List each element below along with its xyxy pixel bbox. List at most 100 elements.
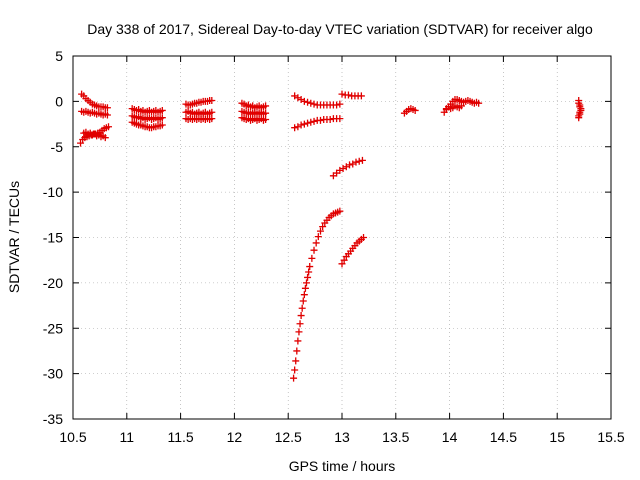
data-point: [307, 118, 315, 126]
series-s23: [575, 96, 585, 122]
data-point: [316, 227, 324, 235]
y-tick-label: -10: [43, 184, 63, 200]
data-point: [307, 99, 315, 107]
x-tick-label: 15: [549, 429, 565, 445]
data-point: [103, 104, 111, 112]
data-point: [352, 158, 360, 166]
x-tick-labels: 10.5 11 11.5 12 12.5 13 13.5 14 14.5 15 15.5: [59, 429, 624, 445]
x-tick-label: 10.5: [59, 429, 86, 445]
data-point: [457, 102, 465, 110]
y-tick-label: -25: [43, 320, 63, 336]
data-point: [344, 91, 352, 99]
data-point: [101, 134, 109, 142]
data-point: [305, 268, 313, 276]
series-s6: [128, 112, 166, 124]
x-tick-label: 12: [227, 429, 243, 445]
y-tick-label: -15: [43, 230, 63, 246]
x-tick-label: 14: [442, 429, 458, 445]
data-point: [301, 284, 309, 292]
y-tick-label: 0: [55, 93, 63, 109]
data-point: [158, 114, 166, 122]
data-point: [300, 291, 308, 299]
data-point: [338, 260, 346, 268]
y-tick-labels: 5 0 -5 -10 -15 -20 -25 -30 -35: [43, 48, 63, 427]
grid-lines: [73, 56, 611, 419]
data-point: [310, 117, 318, 125]
data-point: [105, 123, 113, 131]
y-axis-label: SDTVAR / TECUs: [6, 181, 22, 293]
x-tick-label: 13.5: [382, 429, 409, 445]
data-point: [290, 374, 298, 382]
data-point: [304, 98, 312, 106]
chart-title: Day 338 of 2017, Sidereal Day-to-day VTE…: [87, 21, 593, 37]
data-point: [158, 106, 166, 114]
data-point: [295, 328, 303, 336]
x-tick-label: 14.5: [490, 429, 517, 445]
series-s13: [238, 114, 270, 124]
data-point: [291, 124, 299, 132]
data-point: [294, 337, 302, 345]
series-s1: [78, 90, 111, 112]
series-s14: [291, 92, 344, 109]
y-tick-label: -5: [51, 139, 64, 155]
x-tick-label: 15.5: [597, 429, 624, 445]
data-point: [312, 239, 320, 247]
series-s15: [291, 115, 344, 132]
data-point: [336, 115, 344, 123]
data-point: [308, 254, 316, 262]
y-tick-label: -35: [43, 411, 63, 427]
data-point: [298, 304, 306, 312]
y-tick-label: -20: [43, 275, 63, 291]
data-point: [326, 116, 334, 124]
data-point: [306, 263, 314, 271]
data-point: [262, 116, 270, 124]
data-point: [338, 90, 346, 98]
data-point: [304, 119, 312, 127]
data-point: [300, 97, 308, 105]
data-point: [333, 101, 341, 109]
data-point: [297, 312, 305, 320]
series-s10: [182, 115, 216, 124]
data-point: [314, 233, 322, 241]
series-s17: [329, 156, 366, 180]
series-s8: [182, 96, 216, 109]
data-point: [304, 273, 312, 281]
data-point: [293, 347, 301, 355]
data-point: [262, 109, 270, 117]
series-s18: [290, 207, 344, 382]
x-tick-label: 13: [334, 429, 350, 445]
data-point: [262, 102, 270, 110]
x-tick-label: 11.5: [167, 429, 193, 445]
data-point: [158, 121, 166, 129]
data-point: [302, 279, 310, 287]
series-s22: [442, 102, 465, 113]
data-point: [358, 156, 366, 164]
series-s5: [128, 105, 166, 116]
series-s11: [238, 99, 270, 112]
data-point: [575, 114, 583, 122]
x-axis-label: GPS time / hours: [289, 458, 396, 474]
y-tick-label: -30: [43, 366, 63, 382]
x-tick-label: 11: [120, 429, 135, 445]
data-points: [77, 90, 585, 382]
data-point: [346, 161, 354, 169]
data-point: [336, 207, 344, 215]
data-point: [355, 157, 363, 165]
data-point: [475, 99, 483, 107]
data-point: [340, 256, 348, 264]
data-point: [208, 115, 216, 123]
data-point: [297, 121, 305, 129]
data-point: [103, 111, 111, 119]
data-point: [296, 320, 304, 328]
data-point: [336, 100, 344, 108]
data-point: [316, 116, 324, 124]
axis-ticks: [72, 55, 612, 420]
data-point: [208, 96, 216, 104]
data-point: [357, 92, 365, 100]
series-s20: [400, 105, 419, 117]
series-s12: [238, 107, 270, 118]
series-s3: [77, 123, 113, 147]
data-point: [299, 297, 307, 305]
series-s7: [128, 118, 166, 132]
